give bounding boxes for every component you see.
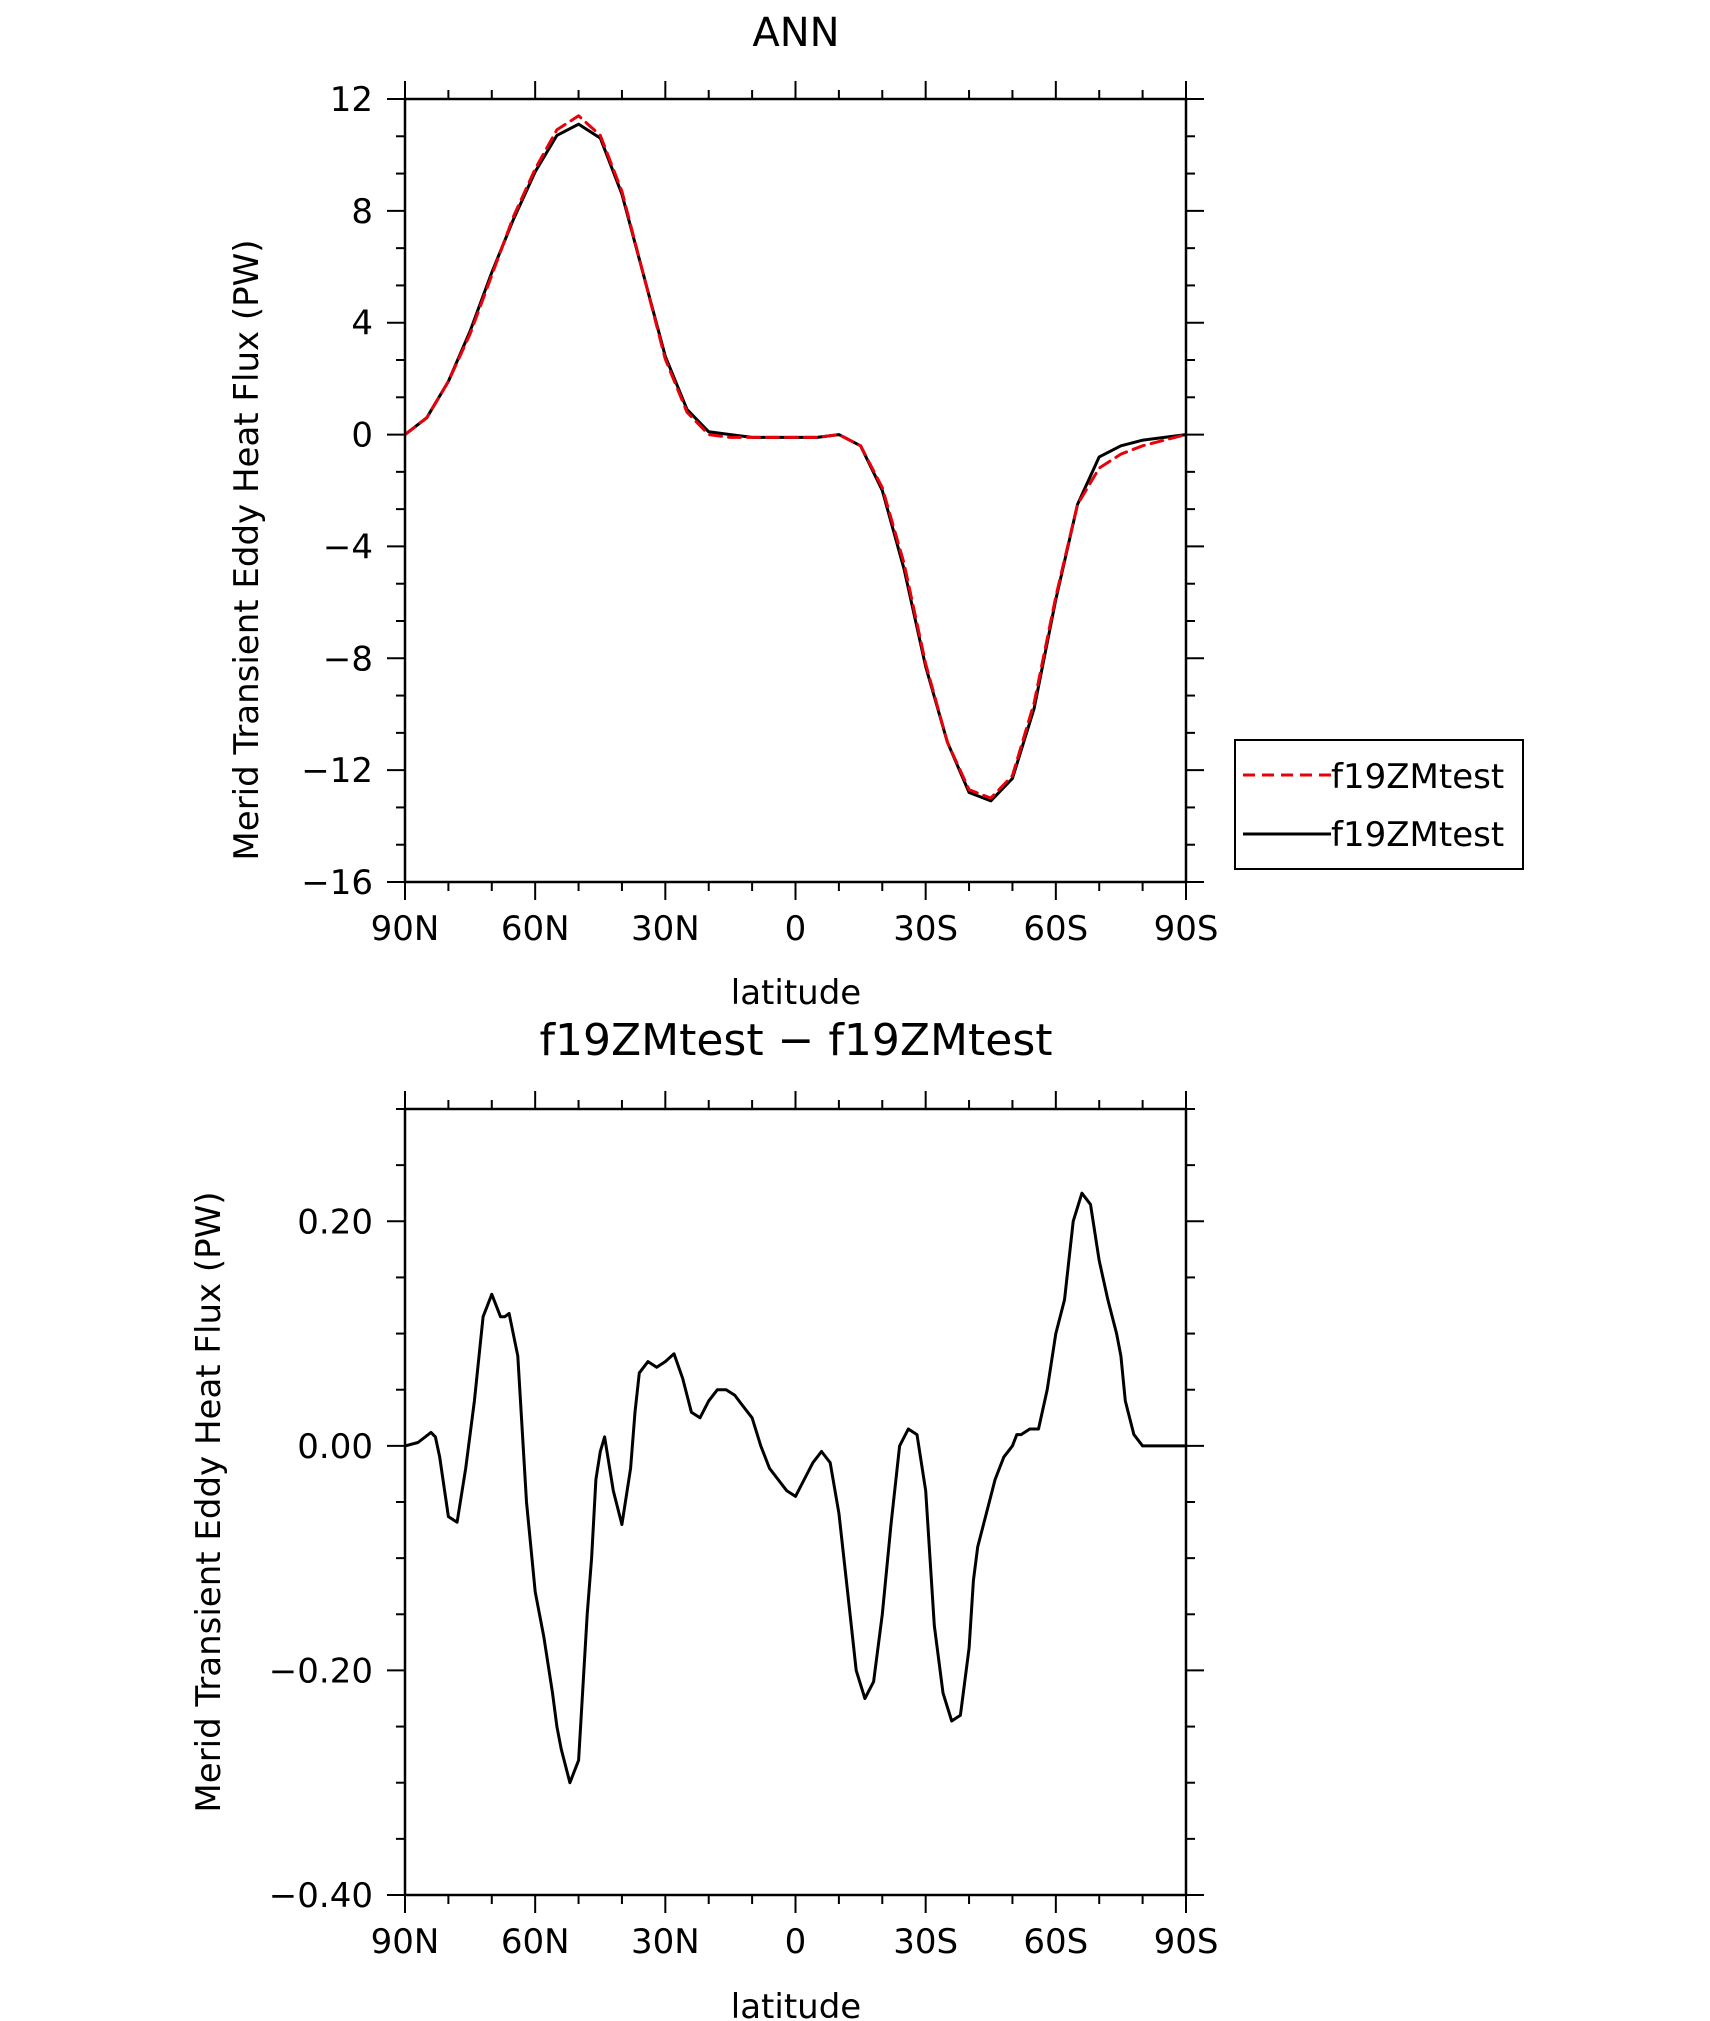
series-line-1 xyxy=(403,122,1188,803)
x-tick-label: 90S xyxy=(1154,909,1219,949)
series-line-0 xyxy=(403,114,1188,800)
top-panel-lines xyxy=(403,114,1188,803)
y-tick-label: 0 xyxy=(351,416,373,456)
bottom-panel-lines xyxy=(403,1191,1188,1785)
x-tick-label: 60S xyxy=(1023,1922,1088,1962)
x-tick-label: 30N xyxy=(631,1922,700,1962)
y-tick-label: 0.20 xyxy=(297,1202,373,1242)
x-tick-label: 90N xyxy=(371,909,440,949)
legend-label-dashed: f19ZMtest xyxy=(1331,757,1504,797)
x-tick-label: 60S xyxy=(1023,909,1088,949)
bottom-panel-ticks: 0.20 0.00 −0.20 −0.40 90N 60N 30N 0 30S 60S 90S xyxy=(269,1091,1219,1962)
y-tick-label: −8 xyxy=(323,639,373,679)
bottom-panel-xlabel: latitude xyxy=(731,1987,861,2021)
series-line-0 xyxy=(403,1191,1188,1785)
top-panel-title: ANN xyxy=(752,10,839,56)
bottom-panel-frame xyxy=(403,1107,1188,1897)
x-tick-label: 60N xyxy=(501,1922,570,1962)
y-tick-label: 0.00 xyxy=(297,1427,373,1467)
x-tick-label: 90N xyxy=(371,1922,440,1962)
top-panel: ANN latitude Merid Transient Eddy Heat F… xyxy=(227,10,1524,1013)
bottom-panel-title: f19ZMtest − f19ZMtest xyxy=(539,1015,1052,1066)
y-tick-label: 12 xyxy=(330,80,373,120)
legend: f19ZMtest f19ZMtest xyxy=(1234,739,1524,870)
legend-box xyxy=(1234,739,1524,870)
x-tick-label: 0 xyxy=(785,1922,807,1962)
y-tick-label: 4 xyxy=(351,304,373,344)
y-tick-label: −4 xyxy=(323,527,373,567)
y-tick-label: −16 xyxy=(301,863,373,903)
top-panel-frame xyxy=(403,97,1188,884)
y-tick-label: −0.40 xyxy=(269,1876,373,1916)
x-tick-label: 30N xyxy=(631,909,700,949)
bottom-panel-ylabel: Merid Transient Eddy Heat Flux (PW) xyxy=(189,1191,229,1812)
bottom-panel: f19ZMtest − f19ZMtest latitude Merid Tra… xyxy=(189,1015,1218,2021)
x-tick-label: 0 xyxy=(785,909,807,949)
y-tick-label: −12 xyxy=(301,751,373,791)
x-tick-label: 30S xyxy=(893,909,958,949)
legend-label-solid: f19ZMtest xyxy=(1331,815,1504,855)
y-tick-label: 8 xyxy=(351,192,373,232)
top-panel-ticks: 12 8 4 0 −4 −8 −12 −16 90N 60N 30N 0 30S 60S 90S xyxy=(301,80,1218,949)
x-tick-label: 90S xyxy=(1154,1922,1219,1962)
x-tick-label: 60N xyxy=(501,909,570,949)
top-panel-xlabel: latitude xyxy=(731,973,861,1013)
y-tick-label: −0.20 xyxy=(269,1651,373,1691)
top-panel-ylabel: Merid Transient Eddy Heat Flux (PW) xyxy=(227,239,267,860)
x-tick-label: 30S xyxy=(893,1922,958,1962)
